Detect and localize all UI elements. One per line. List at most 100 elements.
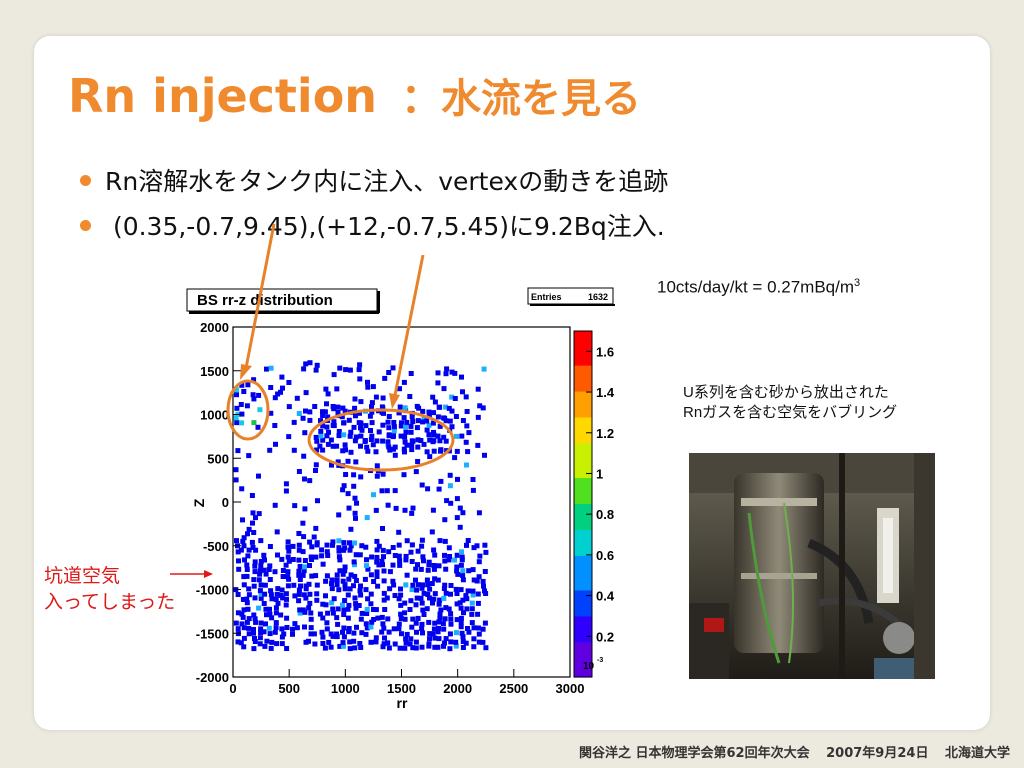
histogram-bin — [303, 586, 309, 592]
histogram-bin — [245, 553, 251, 559]
histogram-bin — [410, 438, 416, 444]
histogram-bin — [358, 592, 364, 598]
color-scale-band — [574, 529, 592, 540]
histogram-bin — [399, 631, 404, 637]
histogram-bin — [262, 643, 268, 649]
histogram-bin — [347, 639, 353, 645]
histogram-bin — [280, 385, 285, 391]
arrow-head-2 — [389, 393, 400, 409]
histogram-bin — [452, 455, 458, 461]
histogram-bin — [336, 538, 342, 544]
histogram-bin — [421, 415, 427, 421]
histogram-bin — [262, 582, 268, 588]
histogram-bin — [241, 625, 247, 631]
histogram-bin — [402, 616, 408, 622]
histogram-bin — [251, 530, 257, 535]
histogram-bin — [420, 607, 426, 613]
histogram-bin — [241, 635, 247, 641]
histogram-bin — [459, 549, 464, 555]
histogram-bin — [268, 385, 274, 390]
histogram-bin — [379, 629, 385, 635]
histogram-bin — [458, 587, 464, 593]
histogram-bin — [386, 425, 392, 431]
histogram-bin — [255, 424, 261, 430]
histogram-bin — [307, 409, 313, 415]
color-scale: 1.6 1.4 1.2 1 0.8 0.6 0.4 0.2 — [573, 330, 615, 678]
x-tick-label: 1000 — [331, 681, 360, 696]
histogram-bin — [459, 557, 465, 563]
histogram-bin — [241, 543, 247, 549]
histogram-bin — [381, 625, 387, 631]
histogram-bin — [387, 447, 393, 453]
title-main: Rn injection — [68, 69, 378, 123]
histogram-bin — [410, 616, 416, 622]
histogram-bin — [374, 569, 380, 575]
histogram-bin — [469, 611, 475, 617]
color-scale-band — [574, 443, 592, 453]
histogram-bin — [300, 549, 306, 555]
histogram-bin — [454, 568, 460, 574]
histogram-bin — [449, 424, 455, 430]
histogram-bin — [459, 433, 465, 439]
histogram-bin — [425, 592, 431, 597]
histogram-bin — [241, 389, 247, 394]
histogram-bin — [325, 553, 331, 558]
histogram-bin — [252, 595, 258, 601]
histogram-bin — [286, 380, 292, 385]
histogram-bin — [283, 481, 289, 487]
histogram-bin — [464, 542, 469, 548]
histogram-bin — [249, 539, 255, 545]
histogram-bin — [257, 635, 263, 641]
histogram-bin — [459, 630, 465, 636]
color-scale-band — [574, 642, 592, 652]
histogram-bin — [460, 634, 466, 640]
histogram-bin — [357, 552, 363, 558]
histogram-bin — [307, 360, 313, 366]
histogram-bin — [340, 448, 346, 454]
histogram-bin — [442, 538, 448, 544]
histogram-bin — [322, 645, 328, 651]
histogram-bin — [449, 369, 455, 375]
histogram-bin — [303, 583, 309, 589]
histogram-bin — [409, 414, 415, 419]
histogram-bin — [241, 574, 247, 580]
histogram-bin — [238, 402, 244, 407]
color-scale-tick-label: 0.6 — [596, 548, 614, 563]
histogram-bin — [421, 612, 427, 617]
histogram-bin — [262, 591, 268, 597]
histogram-bin — [358, 583, 363, 589]
histogram-bin — [419, 543, 425, 549]
histogram-bin — [267, 611, 273, 617]
histogram-bin — [441, 415, 447, 421]
histogram-bin — [396, 529, 402, 535]
histogram-bin — [303, 390, 309, 396]
histogram-bin — [345, 592, 351, 598]
histogram-bin — [381, 578, 387, 584]
histogram-bin — [301, 453, 307, 459]
histogram-bin — [460, 389, 465, 395]
histogram-bin — [351, 630, 357, 636]
histogram-bin — [432, 635, 438, 641]
histogram-bin — [352, 595, 358, 601]
histogram-bin — [264, 366, 269, 372]
histogram-bin — [258, 626, 264, 632]
color-scale-band — [574, 599, 592, 609]
histogram-bin — [391, 424, 397, 430]
histogram-bin — [308, 631, 314, 637]
title-sub: ：水流を見る — [401, 76, 642, 122]
histogram-bin — [284, 646, 290, 651]
histogram-bin — [475, 625, 481, 631]
y-tick-label: 1000 — [200, 408, 229, 423]
histogram-bin — [413, 602, 419, 608]
color-scale-band — [574, 625, 592, 635]
histogram-bin — [403, 553, 409, 559]
histogram-bin — [474, 543, 480, 549]
color-scale-band — [574, 408, 592, 419]
histogram-bin — [443, 438, 449, 444]
histogram-bin — [280, 568, 286, 573]
histogram-bin — [258, 620, 264, 626]
histogram-bin — [476, 574, 482, 580]
histogram-bin — [460, 573, 466, 578]
histogram-bin — [409, 587, 415, 593]
histogram-bin — [385, 616, 391, 622]
